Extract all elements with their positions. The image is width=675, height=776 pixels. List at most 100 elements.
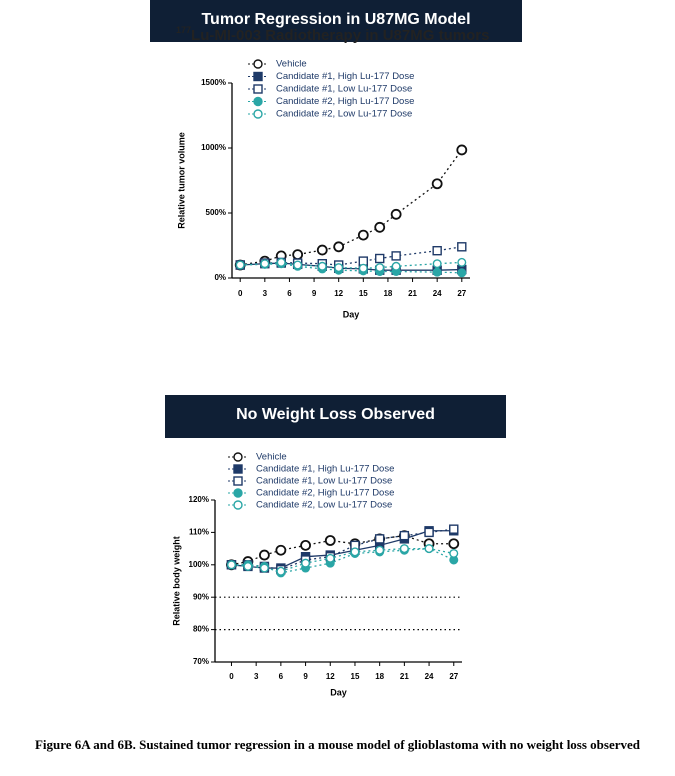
legend-marker — [233, 488, 243, 498]
legend-label: Candidate #2, Low Lu-177 Dose — [256, 500, 392, 511]
legend-label: Candidate #2, High Lu-177 Dose — [276, 96, 414, 107]
x-tick-label: 27 — [449, 672, 458, 681]
marker — [292, 249, 304, 261]
x-tick-label: 12 — [326, 672, 335, 681]
marker — [457, 242, 467, 252]
y-tick-label: 1000% — [201, 143, 226, 152]
marker — [424, 544, 434, 554]
marker — [276, 257, 286, 267]
series-line — [240, 261, 462, 269]
legend-label: Candidate #2, High Lu-177 Dose — [256, 488, 394, 499]
marker — [431, 178, 443, 190]
y-axis-label: Relative body weight — [171, 536, 181, 626]
marker — [300, 539, 311, 551]
y-tick-label: 1500% — [201, 78, 226, 87]
marker — [317, 261, 327, 271]
y-axis-label: Relative tumor volume — [176, 132, 186, 229]
x-tick-label: 3 — [263, 289, 268, 298]
x-tick-label: 24 — [425, 672, 434, 681]
y-tick-label: 70% — [193, 657, 209, 666]
series-line — [240, 149, 463, 266]
x-tick-label: 9 — [303, 672, 308, 681]
marker — [324, 535, 336, 546]
x-tick-label: 12 — [334, 289, 343, 298]
chart-title: Tumor Regression in U87MG Model — [201, 11, 470, 28]
x-tick-label: 21 — [408, 289, 417, 298]
x-axis-label: Day — [343, 309, 360, 319]
legend-label: Candidate #1, High Lu-177 Dose — [276, 71, 414, 82]
series-line — [240, 263, 462, 274]
title-band — [150, 0, 522, 42]
marker — [374, 534, 385, 544]
marker — [432, 259, 442, 269]
legend-marker — [253, 109, 263, 119]
marker — [448, 538, 460, 550]
legend-label: Candidate #1, High Lu-177 Dose — [256, 464, 394, 475]
subtitle-sup: 177 — [176, 25, 191, 35]
y-tick-label: 100% — [189, 560, 209, 569]
legend-marker — [233, 452, 243, 462]
legend-marker — [233, 464, 243, 474]
subtitle-text: Lu-MI-003 Radiotherapy in U87MG tumors — [191, 27, 489, 44]
y-tick-label: 0% — [214, 273, 226, 282]
marker — [275, 544, 287, 556]
marker — [226, 560, 236, 570]
chart-title: No Weight Loss Observed — [236, 406, 435, 423]
marker — [334, 263, 344, 273]
marker — [316, 244, 328, 256]
x-tick-label: 24 — [433, 289, 442, 298]
marker — [399, 544, 409, 554]
legend-marker — [233, 476, 243, 486]
x-tick-label: 9 — [312, 289, 317, 298]
y-tick-label: 120% — [189, 495, 209, 504]
x-tick-label: 27 — [457, 289, 466, 298]
legend-label: Candidate #1, Low Lu-177 Dose — [256, 476, 392, 487]
x-tick-label: 0 — [238, 289, 243, 298]
marker — [375, 263, 385, 273]
marker — [399, 530, 410, 541]
x-tick-label: 15 — [351, 672, 360, 681]
legend-label: Candidate #2, Low Lu-177 Dose — [276, 109, 412, 120]
legend-marker — [253, 71, 263, 82]
marker — [449, 524, 459, 534]
marker — [258, 549, 270, 561]
marker — [390, 208, 402, 220]
x-tick-label: 6 — [279, 672, 284, 681]
y-tick-label: 90% — [193, 592, 209, 601]
x-tick-label: 15 — [359, 289, 368, 298]
x-tick-label: 0 — [229, 672, 234, 681]
marker — [293, 260, 303, 270]
marker — [449, 548, 459, 558]
marker — [375, 545, 385, 555]
series-line — [240, 246, 462, 266]
legend-marker — [253, 59, 263, 69]
marker — [276, 566, 286, 576]
marker — [424, 527, 434, 538]
y-tick-label: 110% — [189, 528, 209, 537]
marker — [260, 259, 270, 269]
marker — [432, 267, 442, 277]
chart-subtitle: 177Lu-MI-003 Radiotherapy in U87MG tumor… — [176, 25, 489, 44]
x-axis-label: Day — [330, 687, 347, 697]
marker — [457, 257, 467, 267]
caption: Figure 6A and 6B. Sustained tumor regres… — [34, 737, 641, 752]
x-tick-label: 21 — [400, 672, 409, 681]
marker — [259, 563, 269, 573]
legend-label: Candidate #1, Low Lu-177 Dose — [276, 84, 412, 95]
marker — [391, 251, 401, 261]
marker — [243, 561, 253, 571]
marker — [375, 253, 385, 264]
marker — [457, 268, 467, 278]
y-tick-label: 80% — [193, 625, 209, 634]
y-tick-label: 500% — [206, 208, 226, 217]
legend-marker — [253, 96, 263, 107]
x-tick-label: 3 — [254, 672, 259, 681]
x-tick-label: 6 — [287, 289, 292, 298]
series-line — [240, 262, 462, 271]
marker — [325, 553, 335, 563]
x-tick-label: 18 — [383, 289, 392, 298]
charts: Tumor Regression in U87MG Model177Lu-MI-… — [150, 0, 522, 697]
title-band — [165, 395, 506, 438]
marker — [391, 261, 401, 271]
marker — [358, 263, 368, 273]
